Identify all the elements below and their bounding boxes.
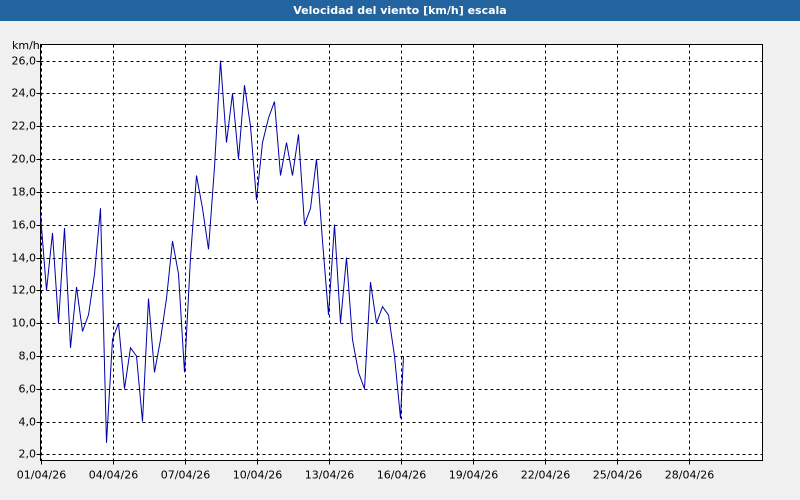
x-tick-label: 19/04/26 — [449, 469, 498, 482]
title-bar — [0, 0, 800, 21]
y-tick-label: 22,0 — [12, 120, 37, 133]
y-tick-label: 24,0 — [12, 87, 37, 100]
x-tick-label: 10/04/26 — [233, 469, 282, 482]
x-tick-label: 01/04/26 — [17, 469, 66, 482]
y-tick-label: 10,0 — [12, 317, 37, 330]
x-tick-label: 04/04/26 — [89, 469, 138, 482]
y-tick-label: 18,0 — [12, 186, 37, 199]
y-tick-label: 20,0 — [12, 153, 37, 166]
chart-title: Velocidad del viento [km/h] escala — [293, 4, 506, 17]
y-tick-label: 26,0 — [12, 55, 37, 68]
y-tick-label: 12,0 — [12, 284, 37, 297]
y-tick-label: 14,0 — [12, 252, 37, 265]
y-tick-label: 16,0 — [12, 219, 37, 232]
y-tick-label: 4,0 — [19, 416, 37, 429]
x-tick-label: 07/04/26 — [161, 469, 210, 482]
x-tick-label: 13/04/26 — [305, 469, 354, 482]
x-tick-label: 25/04/26 — [593, 469, 642, 482]
x-tick-label: 22/04/26 — [521, 469, 570, 482]
y-tick-label: 6,0 — [19, 383, 37, 396]
data-line — [40, 60, 404, 443]
y-tick-label: 8,0 — [19, 350, 37, 363]
x-tick-label: 28/04/26 — [665, 469, 714, 482]
y-axis-label: km/h — [12, 39, 40, 52]
x-tick-label: 16/04/26 — [377, 469, 426, 482]
y-tick-label: 2,0 — [19, 448, 37, 461]
